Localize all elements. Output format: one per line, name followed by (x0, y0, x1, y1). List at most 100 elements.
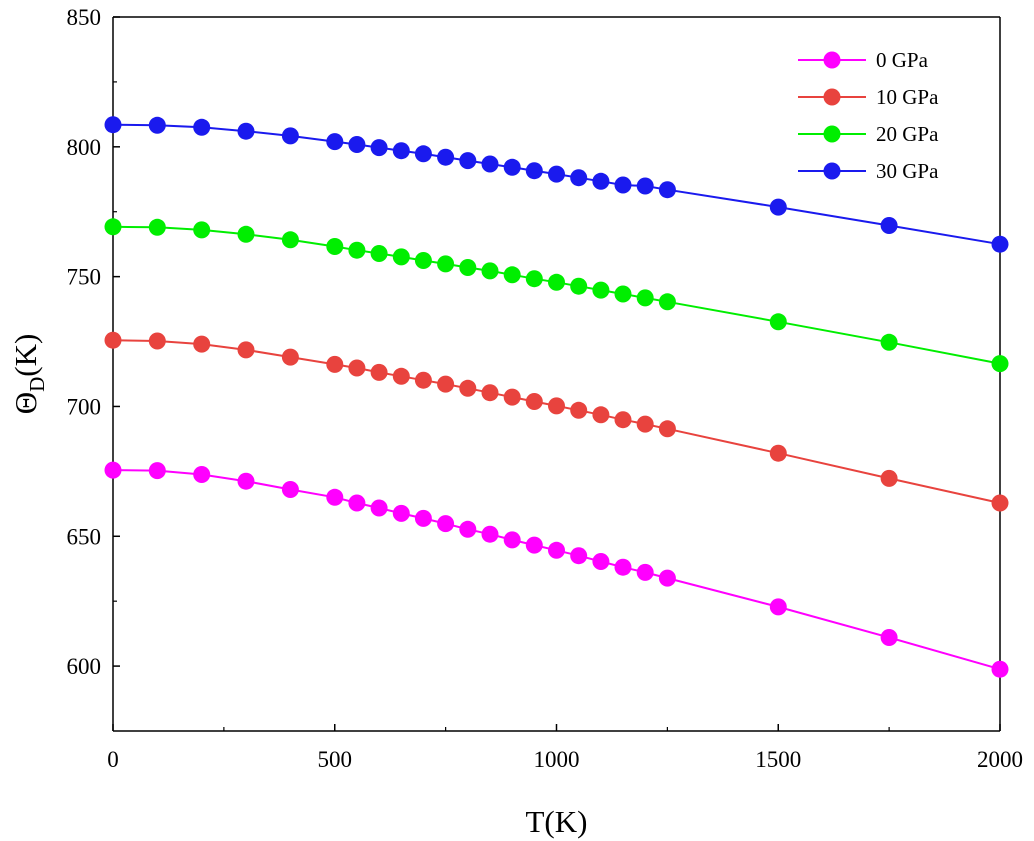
data-point (592, 172, 610, 190)
data-point (880, 629, 898, 646)
x-tick-label: 0 (107, 747, 119, 772)
data-point (548, 273, 565, 291)
legend-marker (823, 88, 841, 106)
data-point (281, 231, 299, 249)
data-point (459, 152, 477, 170)
legend-item-10-gpa: 10 GPa (798, 85, 939, 109)
data-point (392, 504, 410, 522)
data-point (481, 155, 499, 173)
y-axis-label-subscript: D (25, 377, 49, 392)
x-tick-label: 1500 (755, 747, 801, 772)
data-point (193, 118, 211, 136)
data-point (769, 598, 787, 616)
data-point (570, 547, 588, 565)
data-point (570, 277, 588, 295)
data-point (880, 217, 898, 234)
data-point (658, 569, 676, 587)
data-point (437, 148, 455, 166)
data-point (392, 367, 410, 385)
data-point (658, 181, 676, 199)
data-point (769, 444, 787, 462)
data-point (237, 122, 255, 140)
data-point (348, 136, 366, 153)
data-point (193, 335, 211, 353)
legend-label: 10 GPa (876, 85, 939, 109)
y-tick-label: 600 (67, 654, 102, 679)
data-point (281, 481, 299, 498)
x-axis-label: T(K) (526, 804, 588, 839)
data-point (370, 499, 388, 517)
data-point (991, 355, 1009, 373)
data-point (570, 401, 588, 419)
data-point (548, 541, 565, 559)
data-point (104, 116, 122, 134)
data-point (414, 252, 432, 269)
legend-label: 0 GPa (876, 48, 929, 72)
data-point (459, 379, 477, 397)
data-point (237, 472, 255, 490)
series-20-gpa (104, 218, 1009, 373)
data-point (636, 177, 654, 195)
y-axis-label: ΘD(K) (8, 334, 49, 415)
data-point (414, 371, 432, 389)
data-point (525, 536, 543, 554)
data-point (525, 393, 543, 410)
data-point (636, 563, 654, 581)
series-group (104, 116, 1009, 678)
series-30-gpa (104, 116, 1009, 253)
data-point (326, 355, 344, 373)
legend-item-30-gpa: 30 GPa (798, 159, 939, 183)
data-point (592, 281, 610, 299)
data-point (525, 270, 543, 288)
legend-label: 20 GPa (876, 122, 939, 146)
data-point (237, 341, 255, 359)
y-axis-label-main: Θ (8, 392, 43, 414)
axes: 0 500 1000 1500 2000 600 650 700 750 800 850 (67, 5, 1024, 772)
data-point (348, 241, 366, 259)
data-point (392, 142, 410, 160)
data-point (104, 331, 122, 349)
data-point (104, 218, 122, 236)
data-point (437, 515, 455, 533)
data-point (348, 494, 366, 512)
y-tick-label: 650 (67, 524, 102, 549)
data-point (148, 218, 166, 236)
y-tick-label: 850 (67, 5, 102, 30)
legend-label: 30 GPa (876, 159, 939, 183)
x-tick-label: 500 (318, 747, 353, 772)
legend-item-20-gpa: 20 GPa (798, 122, 939, 146)
data-point (503, 158, 521, 176)
data-point (614, 411, 632, 429)
data-point (459, 259, 477, 276)
y-tick-label: 750 (67, 265, 102, 290)
data-point (880, 333, 898, 351)
data-point (104, 461, 122, 479)
data-point (237, 225, 255, 243)
data-point (880, 469, 898, 487)
data-point (437, 255, 455, 273)
data-point (481, 262, 499, 280)
data-point (370, 363, 388, 381)
legend: 0 GPa 10 GPa 20 GPa 30 GPa (798, 48, 939, 183)
data-point (614, 558, 632, 576)
data-point (348, 359, 366, 377)
legend-marker (823, 125, 841, 143)
data-point (592, 553, 610, 570)
series-0-gpa (104, 461, 1009, 678)
legend-item-0-gpa: 0 GPa (798, 48, 929, 72)
data-point (503, 266, 521, 284)
data-point (769, 313, 787, 331)
data-point (570, 169, 588, 187)
data-point (481, 384, 499, 402)
data-point (437, 375, 455, 393)
series-line-0-gpa (112, 469, 1001, 671)
data-point (148, 462, 166, 480)
data-point (548, 165, 565, 183)
data-point (769, 198, 787, 216)
data-point (148, 332, 166, 350)
data-point (459, 520, 477, 538)
data-point (370, 245, 388, 262)
data-point (614, 176, 632, 194)
data-point (326, 133, 344, 151)
